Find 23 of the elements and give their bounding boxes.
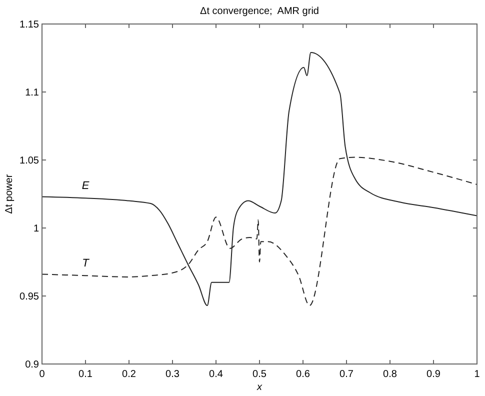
x-tick-label: 0.4 bbox=[209, 369, 224, 380]
x-tick-label: 0.2 bbox=[122, 369, 136, 380]
y-axis-title: Δt power bbox=[4, 174, 15, 214]
x-tick-label: 1 bbox=[474, 369, 480, 380]
x-tick-label: 0.8 bbox=[383, 369, 398, 380]
y-tick-label: 1 bbox=[33, 224, 40, 234]
x-tick-label: 0.3 bbox=[166, 369, 180, 380]
x-tick-label: 0 bbox=[39, 369, 46, 380]
series-label: T bbox=[82, 258, 90, 270]
chart-title: Δt convergence; AMR grid bbox=[200, 6, 319, 17]
y-tick-label: 1.15 bbox=[20, 20, 40, 30]
x-tick-label: 0.1 bbox=[78, 369, 93, 380]
y-tick-label: 1.05 bbox=[20, 156, 40, 166]
x-tick-label: 0.5 bbox=[252, 369, 267, 380]
line-series bbox=[42, 52, 477, 306]
y-tick-label: 1.1 bbox=[25, 88, 40, 98]
x-tick-label: 0.7 bbox=[340, 369, 354, 380]
x-tick-label: 0.6 bbox=[296, 369, 310, 380]
series-label: E bbox=[82, 180, 90, 192]
x-tick-label: 0.9 bbox=[426, 369, 441, 380]
y-tick-label: 0.95 bbox=[20, 292, 40, 302]
x-axis-title: x bbox=[256, 382, 263, 393]
y-tick-label: 0.9 bbox=[25, 360, 40, 370]
